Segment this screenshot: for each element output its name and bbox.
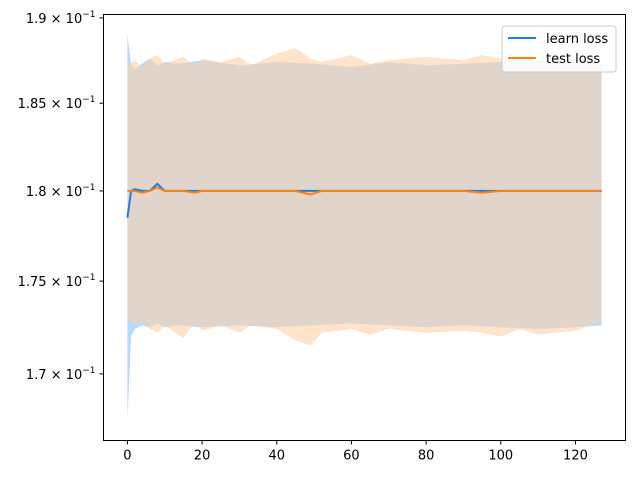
legend-label-learn-loss: learn loss: [546, 32, 608, 47]
y-tick-label: 1.8 × 10−1: [26, 183, 96, 200]
y-tick-label: 1.75 × 10−1: [18, 273, 96, 290]
x-tick-label: 80: [418, 449, 435, 464]
y-tick-label: 1.9 × 10−1: [26, 10, 96, 27]
plot-frame: [103, 14, 626, 441]
line-test-loss: [127, 186, 602, 196]
x-tick-label: 100: [488, 449, 513, 464]
y-tick-label: 1.7 × 10−1: [26, 366, 96, 383]
x-tick-label: 40: [268, 449, 285, 464]
x-tick-label: 120: [563, 449, 588, 464]
y-axis: 1.7 × 10−1 1.75 × 10−1 1.8 × 10−1 1.85 × 10…: [18, 10, 104, 383]
x-tick-label: 20: [194, 449, 211, 464]
legend-label-test-loss: test loss: [546, 52, 600, 67]
confidence-bands: [127, 34, 602, 420]
band-test-loss: [127, 48, 602, 346]
x-axis: 0 20 40 60 80 100 120: [123, 440, 588, 464]
legend: learn loss test loss: [501, 25, 617, 73]
x-tick-label: 60: [343, 449, 360, 464]
x-tick-label: 0: [123, 449, 131, 464]
series-lines: [126, 182, 602, 218]
y-tick-label: 1.85 × 10−1: [18, 95, 96, 112]
